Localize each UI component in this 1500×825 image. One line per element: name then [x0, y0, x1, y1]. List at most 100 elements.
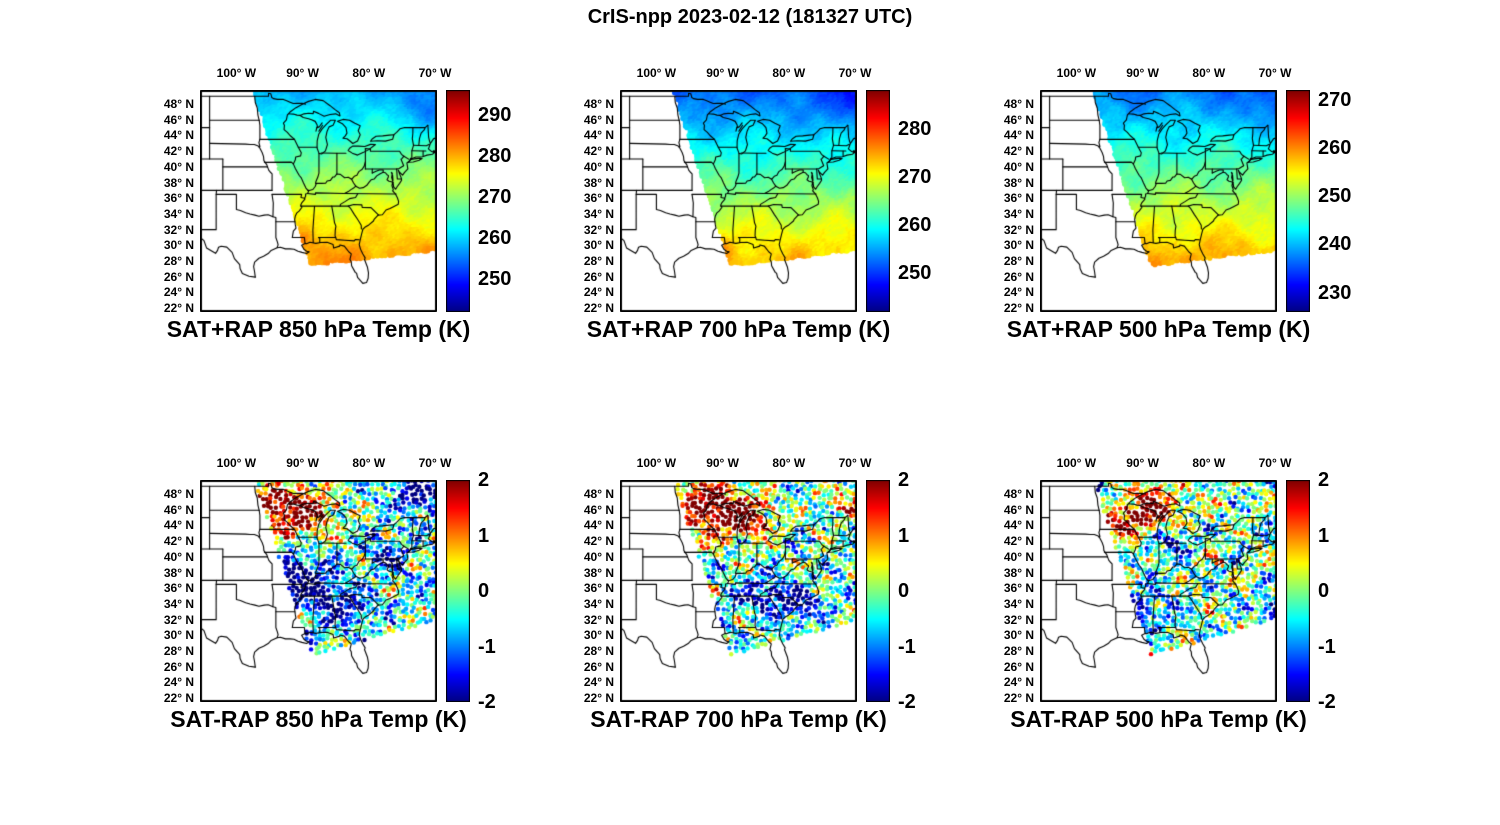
lat-tick-label: 42° N [163, 534, 194, 549]
lat-tick-label: 42° N [1003, 144, 1034, 159]
lat-tick-label: 42° N [583, 144, 614, 159]
map-panel-sat-minus-rap-700: SAT-RAP 700 hPa Temp (K) 100° W 90° W 80° … [550, 454, 950, 746]
lon-tick-label: 100° W [1056, 456, 1097, 470]
lon-tick-label: 80° W [1192, 456, 1226, 470]
lat-tick-label: 30° N [1003, 628, 1034, 643]
lat-tick-label: 46° N [163, 502, 194, 517]
lat-tick-label: 34° N [1003, 206, 1034, 221]
map-panel-sat-minus-rap-500: SAT-RAP 500 hPa Temp (K) 100° W 90° W 80° … [970, 454, 1370, 746]
lat-tick-label: 24° N [583, 675, 614, 690]
colorbar-tick-label: -2 [898, 691, 916, 713]
lat-tick-label: 44° N [583, 128, 614, 143]
lon-tick-label: 80° W [352, 66, 386, 80]
lon-tick-label: 100° W [216, 66, 257, 80]
panel-title: SAT-RAP 850 hPa Temp (K) [170, 706, 467, 732]
panel-title: SAT+RAP 500 hPa Temp (K) [1006, 316, 1311, 342]
colorbar-tick-label: 1 [1318, 524, 1330, 547]
lat-tick-label: 40° N [583, 549, 614, 564]
lat-tick-label: 38° N [163, 175, 194, 190]
lat-tick-label: 22° N [583, 301, 614, 316]
lat-tick-label: 22° N [163, 301, 194, 316]
lat-tick-label: 28° N [583, 254, 614, 268]
colorbar-tick-label: -1 [1318, 635, 1336, 658]
map-canvas [620, 480, 857, 702]
colorbar-tick-label: 1 [898, 524, 910, 547]
lat-tick-label: 32° N [163, 612, 194, 627]
lat-tick-label: 38° N [583, 175, 614, 190]
lon-tick-label: 80° W [772, 66, 806, 80]
lon-tick-label: 70° W [418, 456, 452, 470]
lon-tick-label: 70° W [838, 456, 872, 470]
lat-tick-label: 36° N [163, 191, 194, 206]
lon-tick-label: 80° W [772, 456, 806, 470]
lat-tick-label: 24° N [163, 285, 194, 300]
lon-tick-label: 100° W [216, 456, 257, 470]
lon-tick-label: 90° W [1126, 66, 1160, 80]
panel-title: SAT+RAP 850 hPa Temp (K) [166, 316, 471, 342]
lat-tick-label: 46° N [1003, 112, 1034, 127]
lat-tick-label: 34° N [583, 596, 614, 611]
colorbar-tick-label: 270 [898, 165, 932, 188]
colorbar-tick-label: 260 [478, 227, 512, 249]
lat-tick-label: 30° N [1003, 238, 1034, 253]
lat-tick-label: 28° N [1003, 254, 1034, 268]
lon-tick-label: 70° W [1258, 456, 1292, 470]
lat-tick-label: 46° N [583, 112, 614, 127]
lat-tick-label: 40° N [583, 159, 614, 174]
colorbar-tick-label: 1 [478, 524, 490, 547]
map-panel-sat-plus-rap-500: SAT+RAP 500 hPa Temp (K) 100° W 90° W 80° … [970, 64, 1370, 356]
colorbar-tick-label: 260 [1318, 136, 1352, 159]
lat-tick-label: 22° N [1003, 691, 1034, 706]
lat-tick-label: 28° N [163, 254, 194, 268]
figure-title: CrIS-npp 2023-02-12 (181327 UTC) [587, 6, 913, 28]
lat-tick-label: 40° N [1003, 159, 1034, 174]
map-canvas [200, 90, 437, 312]
lat-tick-label: 26° N [1003, 659, 1034, 674]
lat-tick-label: 24° N [1003, 675, 1034, 690]
lon-tick-label: 70° W [1258, 66, 1292, 80]
lat-tick-label: 34° N [163, 596, 194, 611]
lat-tick-label: 42° N [163, 144, 194, 159]
colorbar-tick-label: -1 [478, 635, 496, 658]
lat-tick-label: 38° N [1003, 565, 1034, 580]
lat-tick-label: 34° N [1003, 596, 1034, 611]
colorbar-tick-label: -2 [1318, 691, 1336, 713]
lat-tick-label: 48° N [1003, 97, 1034, 112]
lat-tick-label: 36° N [1003, 581, 1034, 596]
colorbar-tick-label: 230 [1318, 281, 1352, 304]
colorbar-tick-label: 0 [898, 580, 910, 602]
colorbar-tick-label: 2 [478, 469, 490, 491]
map-panel-sat-minus-rap-850: SAT-RAP 850 hPa Temp (K) 100° W 90° W 80° … [130, 454, 530, 746]
lat-tick-label: 28° N [1003, 644, 1034, 658]
panel-title: SAT-RAP 700 hPa Temp (K) [590, 706, 887, 732]
colorbar-tick-label: 0 [478, 580, 490, 602]
lat-tick-label: 32° N [583, 612, 614, 627]
colorbar-tick-label: 290 [478, 103, 512, 126]
lat-tick-label: 46° N [583, 502, 614, 517]
lat-tick-label: 44° N [163, 128, 194, 143]
lon-tick-label: 100° W [636, 456, 677, 470]
colorbar-tick-label: 2 [1318, 469, 1330, 491]
lon-tick-label: 80° W [352, 456, 386, 470]
lat-tick-label: 32° N [583, 222, 614, 237]
lat-tick-label: 26° N [163, 659, 194, 674]
lat-tick-label: 44° N [583, 518, 614, 533]
lon-tick-label: 90° W [286, 456, 320, 470]
lat-tick-label: 24° N [583, 285, 614, 300]
map-panel-sat-plus-rap-850: SAT+RAP 850 hPa Temp (K) 100° W 90° W 80° … [130, 64, 530, 356]
lat-tick-label: 24° N [1003, 285, 1034, 300]
lat-tick-label: 34° N [163, 206, 194, 221]
lat-tick-label: 46° N [1003, 502, 1034, 517]
map-canvas [200, 480, 437, 702]
lat-tick-label: 48° N [163, 487, 194, 502]
lat-tick-label: 30° N [583, 628, 614, 643]
colorbar-tick-label: 260 [898, 214, 932, 237]
lat-tick-label: 28° N [163, 644, 194, 658]
lon-tick-label: 90° W [706, 456, 740, 470]
colorbar [866, 480, 890, 702]
lon-tick-label: 90° W [706, 66, 740, 80]
lat-tick-label: 34° N [583, 206, 614, 221]
colorbar-tick-label: 250 [898, 262, 932, 285]
colorbar-tick-label: 2 [898, 469, 910, 491]
lat-tick-label: 22° N [583, 691, 614, 706]
